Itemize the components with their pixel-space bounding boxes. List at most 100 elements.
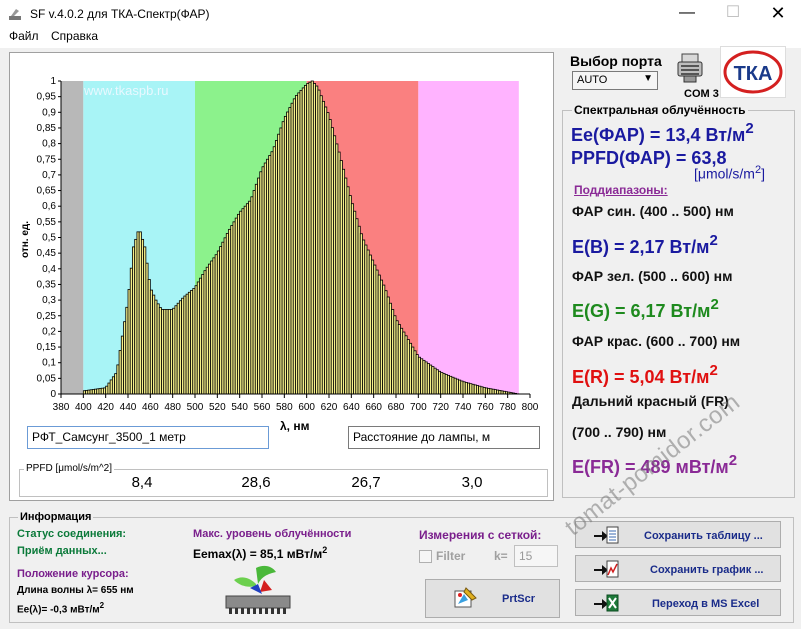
x-tick-label: 420 (97, 402, 114, 413)
y-tick-label: 0,45 (37, 248, 57, 259)
y-tick-label: 0,3 (42, 295, 56, 306)
com-port-icon (677, 53, 703, 83)
grid-measure-label: Измерения с сеткой: (419, 528, 542, 542)
ppfd-red-value: 26,7 (351, 474, 381, 491)
y-tick-label: 0,5 (42, 233, 56, 244)
spectral-band-4 (418, 81, 519, 394)
x-tick-label: 780 (499, 402, 516, 413)
x-axis-label: λ, нм (280, 419, 310, 433)
spectrum-chart[interactable]: 0 0,05 0,1 0,15 0,2 0,25 0,3 0,35 0,4 0,45 0,5 0,55… (10, 53, 555, 502)
y-tick-label: 0,95 (37, 92, 57, 103)
x-tick-label: 460 (142, 402, 159, 413)
y-tick-label: 0,7 (42, 170, 56, 181)
y-tick-label: 0,35 (37, 279, 57, 290)
minimize-button[interactable]: — (679, 4, 695, 21)
y-tick-label: 0,9 (42, 107, 56, 118)
maximize-button[interactable]: ☐ (725, 4, 741, 21)
x-tick-label: 400 (75, 402, 92, 413)
ppfd-blue-value: 8,4 (131, 474, 153, 491)
save-graph-button[interactable]: Сохранить график ... (575, 555, 781, 582)
chip-with-plant-icon (225, 565, 291, 614)
y-tick-label: 0,75 (37, 154, 57, 165)
irradiance-legend: Спектральная облучённость (572, 103, 748, 117)
e-red-value: E(R) = 5,04 Вт/м2 (572, 362, 718, 387)
cursor-position-label: Положение курсора: (17, 568, 129, 580)
red-range-label: ФАР крас. (600 .. 700) нм (572, 333, 741, 349)
blue-range-label: ФАР син. (400 .. 500) нм (572, 203, 734, 219)
k-input[interactable]: 15 (514, 545, 558, 567)
x-tick-label: 540 (231, 402, 248, 413)
y-tick-label: 0,8 (42, 139, 56, 150)
e-farred-value: E(FR) = 489 мВт/м2 (572, 452, 738, 477)
max-irradiance-label: Макс. уровень облучённости (193, 528, 352, 540)
y-tick-label: 0,15 (37, 342, 57, 353)
x-tick-label: 480 (164, 402, 181, 413)
k-label: k= (494, 549, 508, 563)
y-tick-label: 0,85 (37, 123, 57, 134)
subranges-label: Поддиапазоны: (574, 183, 668, 197)
x-tick-label: 760 (477, 402, 494, 413)
y-tick-label: 0,65 (37, 186, 57, 197)
chart-panel: 0 0,05 0,1 0,15 0,2 0,25 0,3 0,35 0,4 0,45 0,5 0,55… (9, 52, 554, 501)
y-tick-label: 0 (50, 389, 56, 400)
connection-status-value: Приём данных... (17, 545, 107, 557)
measurement-name-field[interactable]: РФТ_Самсунг_3500_1 метр (27, 426, 269, 449)
excel-icon (594, 594, 619, 612)
connection-status-label: Статус соединения: (17, 528, 127, 540)
menu-help[interactable]: Справка (51, 29, 99, 43)
ppfd-green-value: 28,6 (241, 474, 271, 491)
x-tick-label: 560 (254, 402, 271, 413)
chevron-down-icon: ▼ (643, 73, 653, 84)
y-tick-label: 0,05 (37, 373, 57, 384)
spectral-band-0 (61, 81, 84, 394)
ppfd-far-value: PPFD(ФАР) = 63,8 (571, 148, 727, 168)
info-group (9, 517, 794, 623)
x-tick-label: 440 (120, 402, 137, 413)
prtscr-button[interactable]: PrtScr (425, 579, 560, 618)
x-tick-label: 720 (432, 402, 449, 413)
cursor-irradiance: Ee(λ)= -0,3 мВт/м2 (17, 601, 105, 616)
com-port-label: COM 3 (684, 88, 719, 100)
menu-file[interactable]: Файл (9, 29, 39, 43)
e-green-value: E(G) = 6,17 Вт/м2 (572, 296, 719, 321)
x-tick-label: 380 (53, 402, 70, 413)
x-tick-label: 640 (343, 402, 360, 413)
ppfd-group (19, 469, 548, 497)
save-table-button[interactable]: Сохранить таблицу ... (575, 521, 781, 548)
y-tick-label: 1 (50, 76, 56, 87)
x-tick-label: 620 (321, 402, 338, 413)
excel-button[interactable]: Переход в MS Excel (575, 589, 781, 616)
menu-bar: Файл Справка (0, 28, 801, 48)
close-button[interactable]: ✕ (770, 3, 786, 23)
ppfd-unit: [μmol/s/m2] (694, 164, 765, 182)
y-tick-label: 0,1 (42, 358, 56, 369)
port-select[interactable]: AUTO ▼ (572, 71, 658, 90)
y-tick-label: 0,25 (37, 311, 57, 322)
farred-range-label-1: Дальний красный (FR) (572, 393, 729, 409)
x-tick-label: 580 (276, 402, 293, 413)
y-tick-label: 0,4 (42, 264, 56, 275)
x-tick-label: 740 (455, 402, 472, 413)
x-tick-label: 660 (365, 402, 382, 413)
x-tick-label: 500 (187, 402, 204, 413)
info-legend: Информация (18, 511, 94, 523)
port-label: Выбор порта (570, 53, 662, 69)
svg-text:ТКА: ТКА (734, 63, 773, 85)
lamp-distance-field[interactable]: Расстояние до лампы, м (348, 426, 540, 449)
tka-logo: ТКА (720, 46, 786, 98)
y-tick-label: 0,6 (42, 201, 56, 212)
x-tick-label: 700 (410, 402, 427, 413)
ee-far-value: Ee(ФАР) = 13,4 Вт/м2 (571, 120, 754, 145)
y-axis-label: отн. ед. (20, 221, 31, 258)
filter-label: Filter (436, 549, 466, 563)
y-tick-label: 0,55 (37, 217, 57, 228)
title-bar: SF v.4.0.2 для ТКА-Спектр(ФАР) — ☐ ✕ (0, 0, 801, 28)
window-title: SF v.4.0.2 для ТКА-Спектр(ФАР) (30, 7, 210, 21)
filter-checkbox[interactable] (419, 550, 432, 563)
e-blue-value: E(B) = 2,17 Вт/м2 (572, 232, 718, 257)
port-selected-value: AUTO (577, 74, 608, 86)
chart-watermark: www.tkaspb.ru (83, 83, 169, 98)
x-tick-label: 520 (209, 402, 226, 413)
paint-icon (454, 587, 477, 608)
